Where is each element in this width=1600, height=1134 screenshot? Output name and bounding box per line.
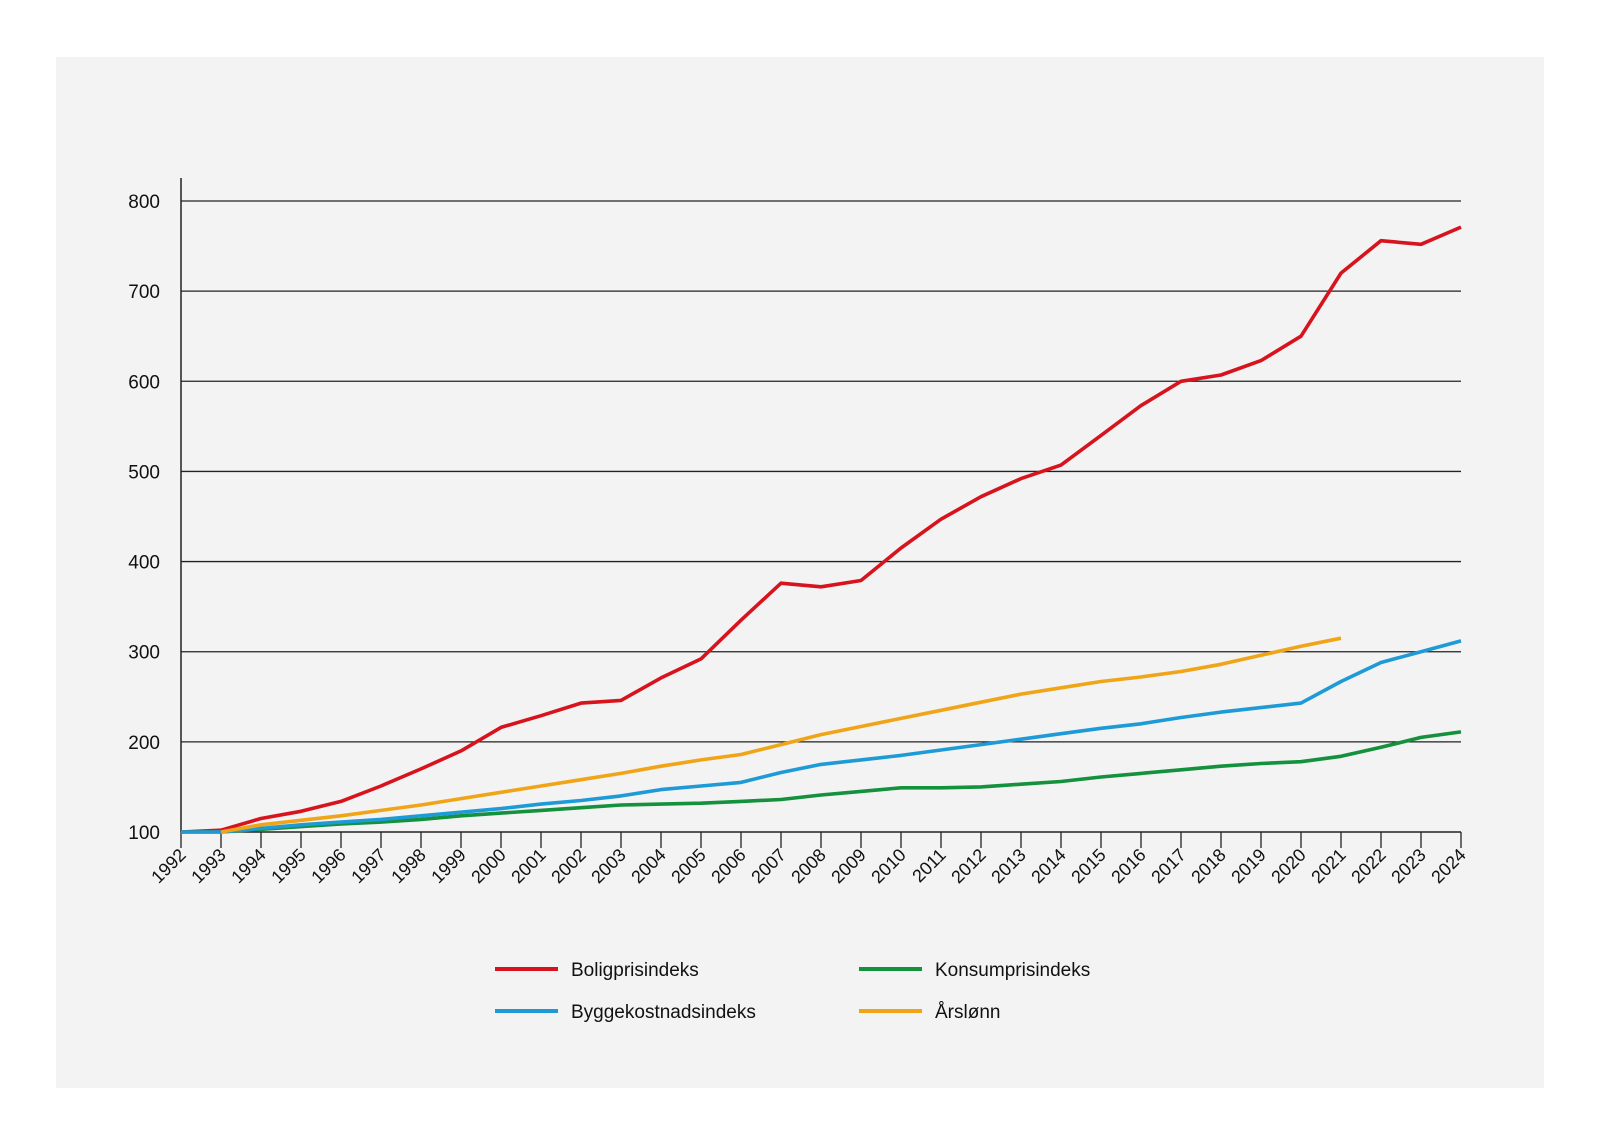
x-tick-label: 1999 (427, 845, 469, 887)
x-tick-label: 2002 (547, 845, 589, 887)
series-lines (180, 225, 1462, 834)
legend-item-konsumprisindeks: Konsumprisindeks (859, 960, 1090, 981)
y-tick-label: 100 (128, 823, 160, 844)
x-tick-label: 2024 (1427, 845, 1469, 887)
x-tick-label: 1996 (307, 845, 349, 887)
x-tick-label: 2005 (667, 845, 709, 887)
legend-item-boligprisindeks: Boligprisindeks (495, 960, 699, 981)
y-tick-label: 800 (128, 192, 160, 213)
chart-panel (56, 57, 1544, 1088)
x-tick-label: 2004 (627, 845, 669, 887)
y-tick-label: 600 (128, 372, 160, 393)
series-line-konsumprisindeks (181, 730, 1462, 834)
x-tick-label: 2014 (1027, 845, 1069, 887)
x-tick-label: 2022 (1347, 845, 1389, 887)
x-tick-label: 1997 (347, 845, 389, 887)
legend-label-boligprisindeks: Boligprisindeks (571, 960, 699, 981)
x-tick-label: 2018 (1187, 845, 1229, 887)
x-tick-label: 2013 (987, 845, 1029, 887)
series-line-boligprisindeks (180, 225, 1462, 834)
x-tick-label: 2001 (507, 845, 549, 887)
y-tick-label: 500 (128, 462, 160, 483)
x-tick-label: 1993 (187, 845, 229, 887)
gridlines (181, 200, 1461, 743)
x-tick-label: 1994 (227, 845, 269, 887)
x-tick-label: 1992 (147, 845, 189, 887)
x-tick-label: 2011 (908, 845, 950, 887)
x-axis-ticks: 1992199319941995199619971998199920002001… (147, 832, 1470, 887)
x-tick-label: 2006 (707, 845, 749, 887)
x-tick-label: 2010 (867, 845, 909, 887)
legend: Boligprisindeks Konsumprisindeks Byggeko… (495, 960, 1090, 1023)
legend-item-arslonn: Årslønn (859, 1002, 1000, 1023)
x-tick-label: 2020 (1267, 845, 1309, 887)
x-tick-label: 2000 (467, 845, 509, 887)
legend-label-byggekostnadsindeks: Byggekostnadsindeks (571, 1002, 756, 1023)
legend-item-byggekostnadsindeks: Byggekostnadsindeks (495, 1002, 756, 1023)
x-tick-label: 2019 (1227, 845, 1269, 887)
x-tick-label: 2023 (1387, 845, 1429, 887)
x-tick-label: 2021 (1307, 845, 1349, 887)
x-tick-label: 1995 (267, 845, 309, 887)
x-tick-label: 2017 (1147, 845, 1189, 887)
y-tick-label: 200 (128, 733, 160, 754)
x-tick-label: 2003 (587, 845, 629, 887)
x-tick-label: 1998 (387, 845, 429, 887)
y-tick-label: 700 (128, 282, 160, 303)
legend-label-arslonn: Årslønn (935, 1002, 1000, 1023)
y-axis-ticks: 100 200 300 400 500 600 700 800 (128, 192, 160, 844)
legend-label-konsumprisindeks: Konsumprisindeks (935, 960, 1090, 981)
x-tick-label: 2008 (787, 845, 829, 887)
series-line-arslonn (220, 636, 1342, 834)
x-tick-label: 2009 (827, 845, 869, 887)
y-tick-label: 400 (128, 553, 160, 574)
x-tick-label: 2016 (1107, 845, 1149, 887)
x-tick-label: 2012 (947, 845, 989, 887)
x-tick-label: 2007 (747, 845, 789, 887)
x-tick-label: 2015 (1067, 845, 1109, 887)
y-tick-label: 300 (128, 643, 160, 664)
series-line-byggekostnadsindeks (181, 639, 1462, 834)
